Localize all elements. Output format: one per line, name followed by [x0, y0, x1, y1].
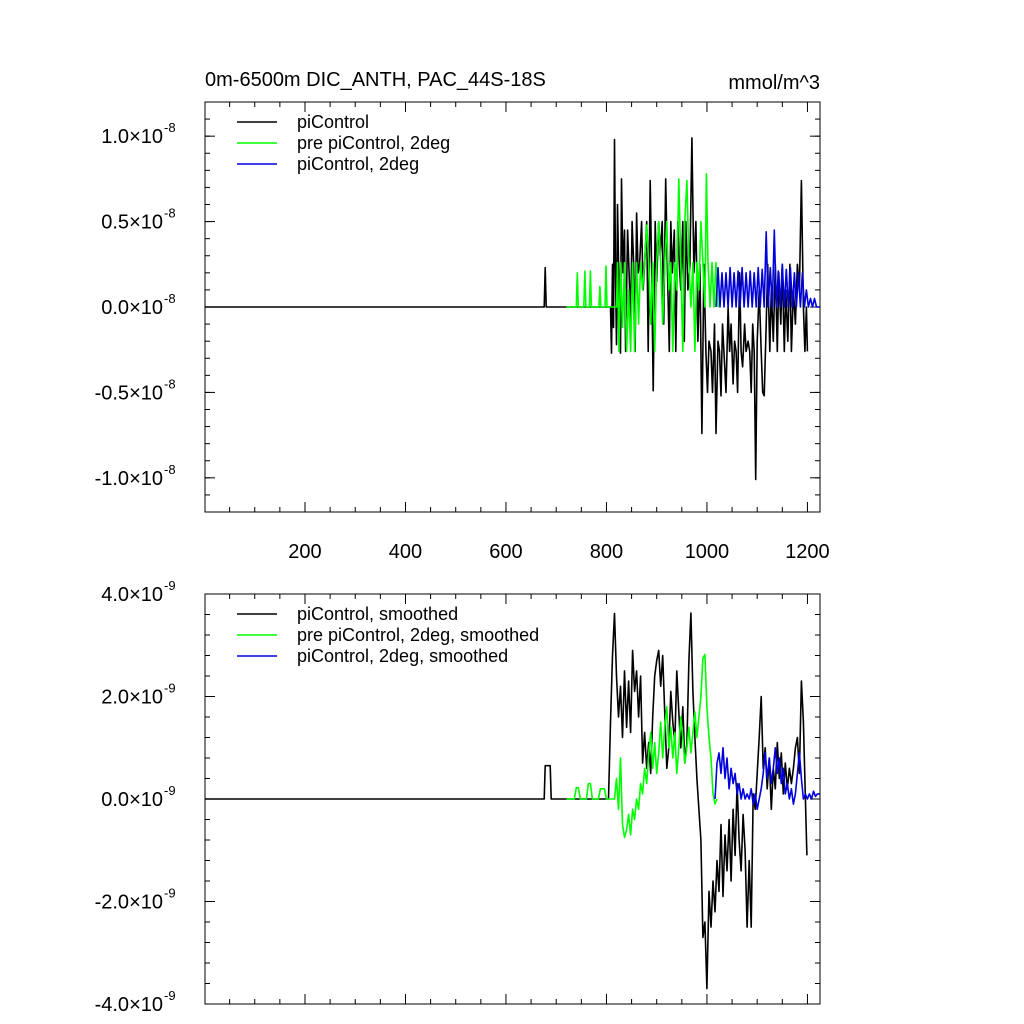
y-tick-label: 1.0×10 [101, 126, 163, 148]
y-tick-exponent: -9 [164, 783, 176, 798]
y-tick-times: ×10 [129, 584, 163, 606]
y-tick-mantissa: 0.0 [101, 789, 129, 811]
y-tick-mantissa: 0.5 [101, 212, 129, 234]
y-tick-times: ×10 [129, 789, 163, 811]
bottom-panel: 4.0×10 -92.0×10 -90.0×10 -9-2.0×10 -9-4.0×10… [95, 578, 821, 1016]
y-tick-label: 0.0×10 [101, 297, 163, 319]
y-tick-mantissa: -1.0 [95, 468, 129, 490]
y-tick-label: 0.5×10 [101, 212, 163, 234]
chart-title: 0m-6500m DIC_ANTH, PAC_44S-18S [205, 69, 546, 91]
y-tick-label: 2.0×10 [101, 687, 163, 709]
y-tick-times: ×10 [129, 687, 163, 709]
y-tick-exponent: -8 [164, 291, 176, 306]
series-line-1 [205, 612, 808, 990]
series-line-2 [566, 173, 719, 353]
legend-label-3: piControl, 2deg, smoothed [297, 646, 508, 666]
x-tick-label: 800 [590, 541, 623, 563]
y-tick-mantissa: -0.5 [95, 382, 129, 404]
y-tick-label: 0.0×10 [101, 789, 163, 811]
y-tick-mantissa: -2.0 [95, 892, 129, 914]
y-tick-times: ×10 [129, 468, 163, 490]
series-line-3 [715, 229, 820, 308]
y-tick-exponent: -9 [164, 988, 176, 1003]
y-tick-exponent: -8 [164, 376, 176, 391]
y-tick-times: ×10 [129, 892, 163, 914]
series-line-3 [714, 747, 820, 811]
x-tick-label: 400 [389, 541, 422, 563]
units-label: mmol/m^3 [728, 72, 820, 94]
y-tick-mantissa: 2.0 [101, 687, 129, 709]
y-tick-label: -1.0×10 [95, 468, 163, 490]
y-tick-label: 4.0×10 [101, 584, 163, 606]
y-tick-exponent: -9 [164, 578, 176, 593]
series-line-1 [205, 137, 809, 481]
x-tick-label: 1000 [685, 541, 730, 563]
legend-label-1: piControl, smoothed [297, 604, 458, 624]
y-tick-exponent: -8 [164, 462, 176, 477]
y-tick-times: ×10 [129, 297, 163, 319]
y-tick-label: -4.0×10 [95, 994, 163, 1016]
series-line-2 [566, 653, 718, 839]
y-tick-times: ×10 [129, 382, 163, 404]
y-tick-mantissa: -4.0 [95, 994, 129, 1016]
y-tick-label: -2.0×10 [95, 892, 163, 914]
x-tick-label: 1200 [785, 541, 830, 563]
y-tick-label: -0.5×10 [95, 382, 163, 404]
y-tick-times: ×10 [129, 126, 163, 148]
legend-label-2: pre piControl, 2deg [297, 133, 450, 153]
x-tick-label: 600 [489, 541, 522, 563]
y-tick-exponent: -8 [164, 120, 176, 135]
y-tick-times: ×10 [129, 994, 163, 1016]
x-tick-label: 200 [288, 541, 321, 563]
y-tick-mantissa: 1.0 [101, 126, 129, 148]
y-tick-exponent: -9 [164, 681, 176, 696]
y-tick-exponent: -9 [164, 886, 176, 901]
legend-label-1: piControl [297, 112, 369, 132]
legend-label-3: piControl, 2deg [297, 154, 419, 174]
y-tick-times: ×10 [129, 212, 163, 234]
y-tick-mantissa: 4.0 [101, 584, 129, 606]
legend-label-2: pre piControl, 2deg, smoothed [297, 625, 539, 645]
y-tick-mantissa: 0.0 [101, 297, 129, 319]
y-tick-exponent: -8 [164, 206, 176, 221]
